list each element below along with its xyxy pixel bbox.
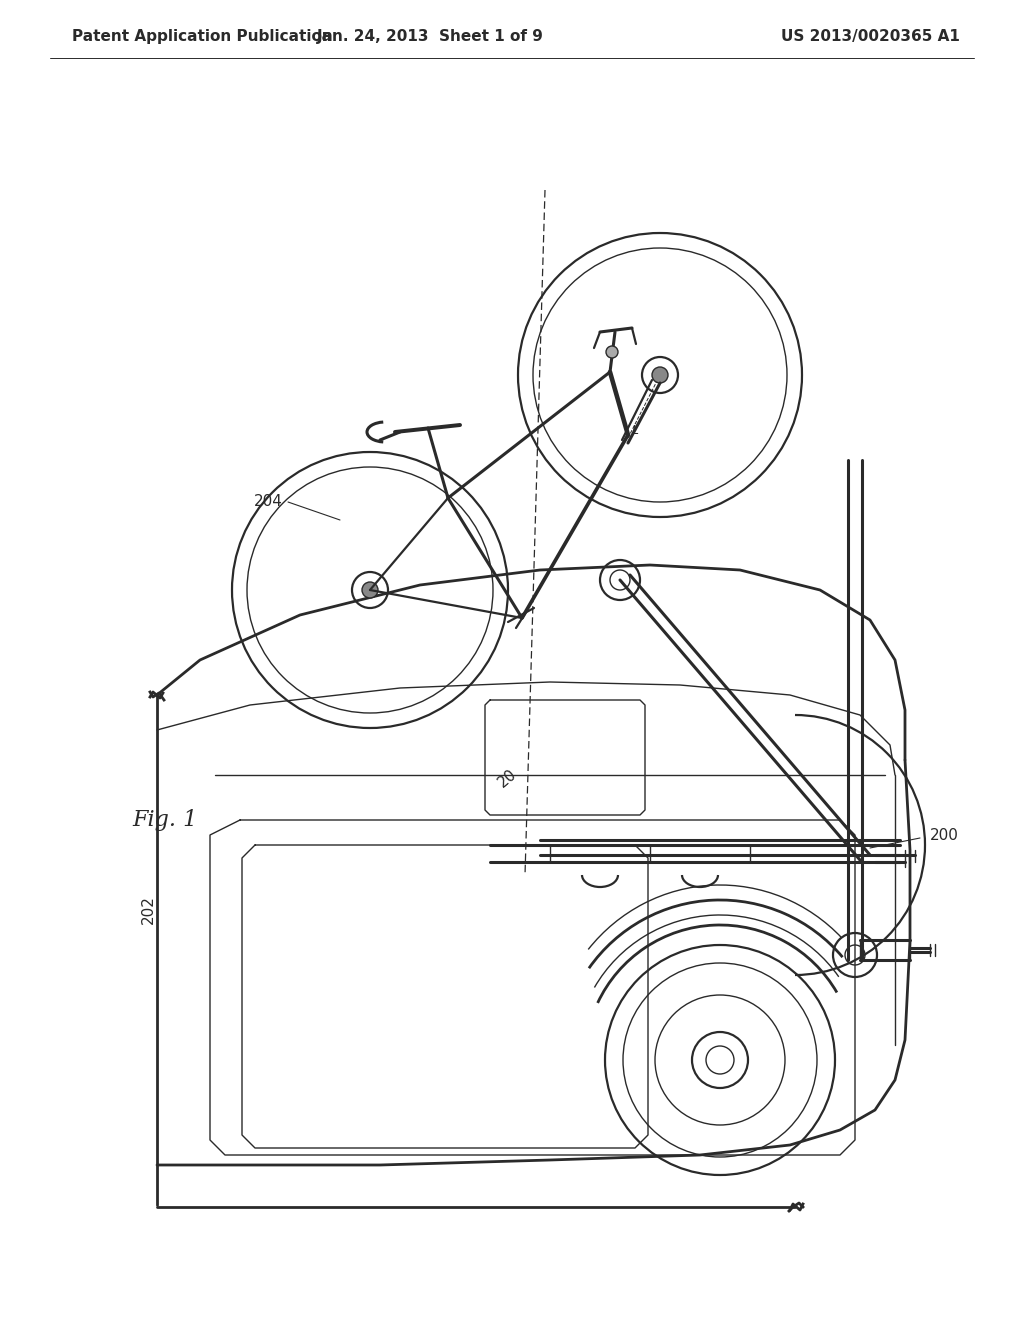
Text: Jan. 24, 2013  Sheet 1 of 9: Jan. 24, 2013 Sheet 1 of 9 [316, 29, 544, 45]
Circle shape [362, 582, 378, 598]
Text: 202: 202 [140, 895, 156, 924]
Text: 200: 200 [930, 828, 958, 842]
Circle shape [652, 367, 668, 383]
Text: Patent Application Publication: Patent Application Publication [72, 29, 333, 45]
Text: 20: 20 [495, 766, 519, 789]
Text: US 2013/0020365 A1: US 2013/0020365 A1 [781, 29, 961, 45]
Circle shape [606, 346, 618, 358]
Text: Fig. 1: Fig. 1 [132, 809, 198, 832]
Text: 204: 204 [254, 495, 283, 510]
Text: L: L [632, 424, 639, 437]
